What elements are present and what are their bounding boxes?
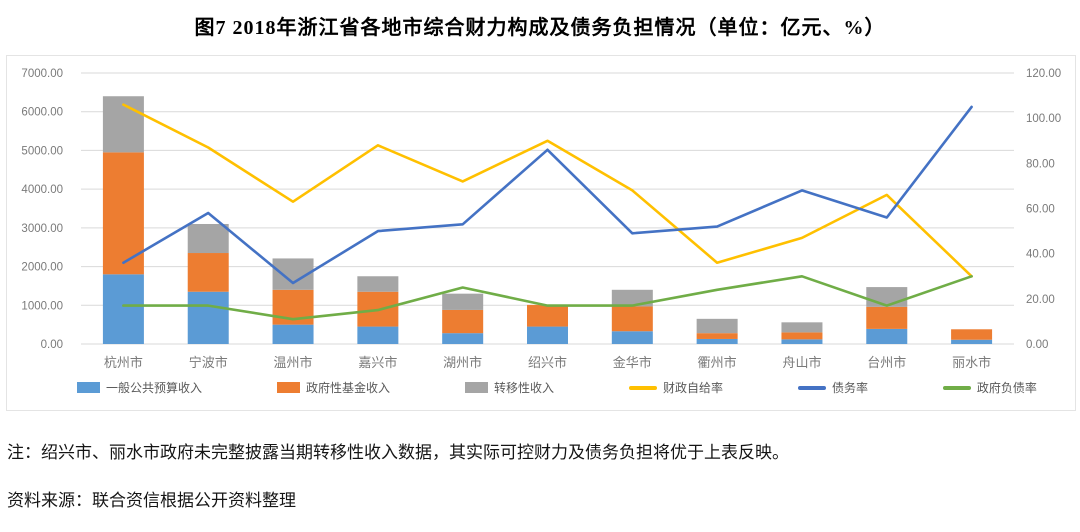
legend-label: 财政自给率 xyxy=(662,381,723,395)
legend-item-政府负债率: 政府负债率 xyxy=(942,379,1037,396)
x-axis-label: 舟山市 xyxy=(782,355,821,370)
x-axis-label: 嘉兴市 xyxy=(358,355,397,370)
bar-segment xyxy=(696,333,738,339)
bar-series-政府性基金收入 xyxy=(102,152,993,340)
legend-item-一般公共预算收入: 一般公共预算收入 xyxy=(77,379,202,396)
legend-label: 转移性收入 xyxy=(493,381,554,395)
bar-segment xyxy=(696,318,738,334)
x-axis-label: 丽水市 xyxy=(952,355,991,370)
bar-segment xyxy=(781,332,823,340)
legend-label: 政府负债率 xyxy=(976,381,1037,395)
legend-line-swatch xyxy=(628,385,657,390)
bar-segment xyxy=(866,328,908,344)
chart-legend: 一般公共预算收入 政府性基金收入 转移性收入 财政自给率 债务率 政府负债率 xyxy=(7,378,1075,396)
right-axis-tick: 0.00 xyxy=(1026,339,1048,351)
figure-title: 图7 2018年浙江省各地市综合财力构成及债务负担情况（单位：亿元、%） xyxy=(194,17,886,39)
x-axis-labels: 杭州市 宁波市 温州市 嘉兴市 湖州市 绍兴市 金华市 衢州市 舟山市 台州市 丽水市 xyxy=(104,355,991,370)
left-axis-tick: 3000.00 xyxy=(21,223,63,235)
footnote: 注：绍兴市、丽水市政府未完整披露当期转移性收入数据，其实际可控财力及债务负担将优… xyxy=(7,443,789,462)
bar-segment xyxy=(527,304,568,327)
bar-segment xyxy=(442,293,484,310)
line-series-财政自给率 xyxy=(122,103,973,278)
bar-segment xyxy=(187,223,229,254)
legend-line-swatch xyxy=(942,385,971,390)
right-axis-tick: 100.00 xyxy=(1026,113,1061,125)
x-axis-label: 衢州市 xyxy=(698,355,737,370)
bar-segment xyxy=(102,274,144,344)
legend-label: 政府性基金收入 xyxy=(305,381,390,395)
left-axis-tick: 7000.00 xyxy=(21,68,63,80)
bar-segment xyxy=(866,306,908,329)
bar-segment xyxy=(611,331,653,344)
x-axis-label: 绍兴市 xyxy=(528,355,567,370)
legend-bar-swatch xyxy=(276,382,300,393)
combo-chart: 7000.00 6000.00 5000.00 4000.00 3000.00 2000.… xyxy=(21,68,1061,370)
bar-segment xyxy=(951,339,993,344)
legend-item-财政自给率: 财政自给率 xyxy=(628,379,723,396)
bar-segment xyxy=(866,287,908,307)
right-axis-tick: 60.00 xyxy=(1026,204,1055,216)
legend-item-政府性基金收入: 政府性基金收入 xyxy=(276,379,390,396)
left-axis-labels: 7000.00 6000.00 5000.00 4000.00 3000.00 2000.… xyxy=(21,68,63,351)
x-axis-label: 金华市 xyxy=(613,355,652,370)
legend-bar-swatch xyxy=(77,382,100,393)
x-axis-label: 台州市 xyxy=(867,355,906,370)
bar-segment xyxy=(442,309,484,334)
right-axis-tick: 120.00 xyxy=(1026,68,1061,80)
right-axis-tick: 20.00 xyxy=(1026,294,1055,306)
data-source: 资料来源：联合资信根据公开资料整理 xyxy=(7,491,296,510)
bar-segment xyxy=(272,324,314,344)
legend-bar-swatch xyxy=(464,382,488,393)
legend-label: 一般公共预算收入 xyxy=(106,381,203,395)
legend-label: 债务率 xyxy=(831,381,868,395)
bar-segment xyxy=(442,333,484,344)
legend-item-转移性收入: 转移性收入 xyxy=(464,379,554,396)
left-axis-tick: 2000.00 xyxy=(21,262,63,274)
bar-segment xyxy=(696,338,738,344)
right-axis-labels: 120.00 100.00 80.00 60.00 40.00 20.00 0.00 xyxy=(1026,68,1061,351)
legend-line-swatch xyxy=(797,385,826,390)
left-axis-tick: 5000.00 xyxy=(21,145,63,157)
x-axis-label: 杭州市 xyxy=(104,355,143,370)
left-axis-tick: 0.00 xyxy=(41,339,63,351)
bar-segment xyxy=(527,326,568,344)
chart-frame: 7000.00 6000.00 5000.00 4000.00 3000.00 2000.… xyxy=(6,55,1076,411)
right-axis-tick: 40.00 xyxy=(1026,249,1055,261)
bar-segment xyxy=(187,291,229,344)
bar-segment xyxy=(357,276,399,292)
right-axis-tick: 80.00 xyxy=(1026,158,1055,170)
bar-segment xyxy=(102,152,144,275)
x-axis-label: 湖州市 xyxy=(443,355,482,370)
line-series-债务率 xyxy=(122,105,973,285)
bar-segment xyxy=(187,253,229,292)
left-axis-tick: 1000.00 xyxy=(21,300,63,312)
bar-segment xyxy=(611,289,653,307)
bar-segment xyxy=(781,322,823,333)
x-axis-label: 宁波市 xyxy=(189,355,228,370)
legend-item-债务率: 债务率 xyxy=(797,379,868,396)
bar-segment xyxy=(357,326,399,344)
bar-segment xyxy=(781,339,823,344)
left-axis-tick: 4000.00 xyxy=(21,184,63,196)
bar-series-一般公共预算收入 xyxy=(102,274,993,344)
bar-segment xyxy=(611,306,653,332)
bar-segment xyxy=(951,329,993,340)
line-series-政府负债率 xyxy=(122,275,973,321)
x-axis-label: 温州市 xyxy=(274,355,313,370)
left-axis-tick: 6000.00 xyxy=(21,107,63,119)
